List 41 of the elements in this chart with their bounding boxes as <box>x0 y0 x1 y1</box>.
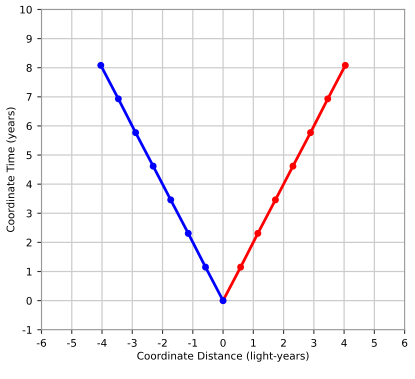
point <box>184 230 192 237</box>
x-tick-label: 3 <box>311 338 316 347</box>
point <box>97 62 104 69</box>
point <box>167 196 174 204</box>
y-tick-label: 2 <box>26 238 32 246</box>
y-tick-label: 3 <box>26 210 32 218</box>
point <box>202 264 209 271</box>
y-tick-label: 6 <box>26 122 32 130</box>
y-tick-label: 9 <box>26 34 32 43</box>
x-tick-label: 4 <box>341 339 347 347</box>
x-tick-label: -4 <box>97 339 107 347</box>
y-axis-title: Coordinate Time (years) <box>6 107 16 232</box>
y-tick-label: 10 <box>20 6 32 14</box>
x-tick-label: 0 <box>220 338 226 347</box>
x-tick-label: -2 <box>158 338 167 347</box>
point <box>324 95 332 102</box>
y-tick-label: 8 <box>26 64 32 72</box>
point <box>272 196 279 204</box>
y-tick-label: 1 <box>26 268 32 276</box>
y-tick-label: 0 <box>26 296 32 305</box>
x-axis-title: Coordinate Distance (light-years) <box>137 352 309 362</box>
y-tick-label: 4 <box>26 180 32 188</box>
point <box>237 264 244 271</box>
point <box>150 162 157 170</box>
point <box>254 230 262 237</box>
x-tick-label: -3 <box>128 338 137 347</box>
x-tick-label: -6 <box>36 338 46 347</box>
x-tick-label: 5 <box>372 339 377 347</box>
x-tick-label: 1 <box>251 339 256 347</box>
point <box>114 95 122 102</box>
point <box>307 129 314 136</box>
x-tick-label: 6 <box>402 338 408 347</box>
x-tick-label: 2 <box>281 338 286 347</box>
y-tick-label: 5 <box>26 151 32 160</box>
y-tick-label: 7 <box>26 93 32 101</box>
point <box>289 162 296 170</box>
point <box>132 129 140 136</box>
y-tick-label: -1 <box>22 326 32 334</box>
x-tick-label: -5 <box>67 339 76 347</box>
x-tick-label: -1 <box>188 339 198 347</box>
point <box>342 62 349 69</box>
